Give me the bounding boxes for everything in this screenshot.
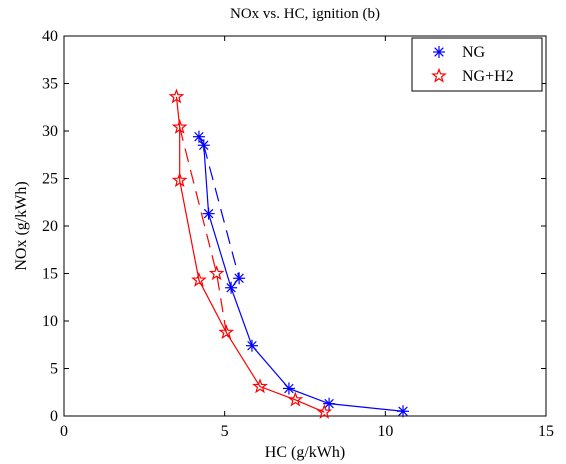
data-point: [323, 397, 336, 410]
data-point: [192, 130, 205, 143]
y-tick-label: 0: [50, 408, 58, 425]
x-tick-label: 5: [221, 423, 229, 440]
data-point: [171, 118, 188, 134]
y-tick-label: 5: [50, 361, 58, 378]
x-tick-label: 15: [538, 423, 554, 440]
x-tick-label: 10: [377, 423, 393, 440]
x-tick-label: 0: [60, 423, 68, 440]
series-dashed-line: [179, 127, 227, 333]
data-point: [233, 272, 246, 285]
data-point: [197, 139, 210, 152]
legend-label: NG: [462, 44, 486, 61]
x-axis: 0 5 10 15: [60, 36, 554, 440]
legend-box: [411, 37, 543, 92]
series-ng-h2: [168, 88, 333, 419]
y-axis: 0 5 10 15 20 25 30 35 40: [42, 28, 546, 425]
data-point: [191, 271, 207, 287]
data-point: [316, 403, 333, 419]
y-tick-label: 40: [42, 28, 58, 45]
y-tick-label: 30: [42, 123, 58, 140]
series-line: [198, 136, 404, 412]
y-tick-label: 35: [42, 76, 58, 93]
data-point: [252, 378, 268, 394]
legend-marker: [431, 67, 447, 83]
series-layer: [168, 88, 410, 419]
y-axis-label: NOx (g/kWh): [13, 181, 30, 270]
y-tick-label: 10: [42, 313, 58, 330]
data-point: [218, 324, 235, 340]
chart-title: NOx vs. HC, ignition (b): [230, 6, 380, 22]
data-point: [168, 88, 185, 104]
y-tick-label: 20: [42, 218, 58, 235]
data-point: [282, 382, 295, 395]
legend-marker: [433, 46, 445, 58]
data-point: [245, 339, 258, 352]
data-point: [202, 207, 215, 220]
data-point: [287, 391, 304, 407]
series-ng: [192, 130, 410, 418]
data-point: [225, 281, 238, 294]
data-point: [171, 172, 188, 188]
legend-label: NG+H2: [462, 68, 514, 85]
data-point: [208, 265, 225, 281]
legend-item: NG: [433, 44, 486, 61]
legend-item: NG+H2: [431, 67, 514, 85]
x-axis-label: HC (g/kWh): [265, 444, 345, 461]
data-point: [397, 405, 410, 418]
y-tick-label: 15: [42, 266, 58, 283]
legend: NG NG+H2: [411, 37, 543, 92]
legend-items: NG NG+H2: [431, 44, 514, 85]
y-tick-label: 25: [42, 171, 58, 188]
